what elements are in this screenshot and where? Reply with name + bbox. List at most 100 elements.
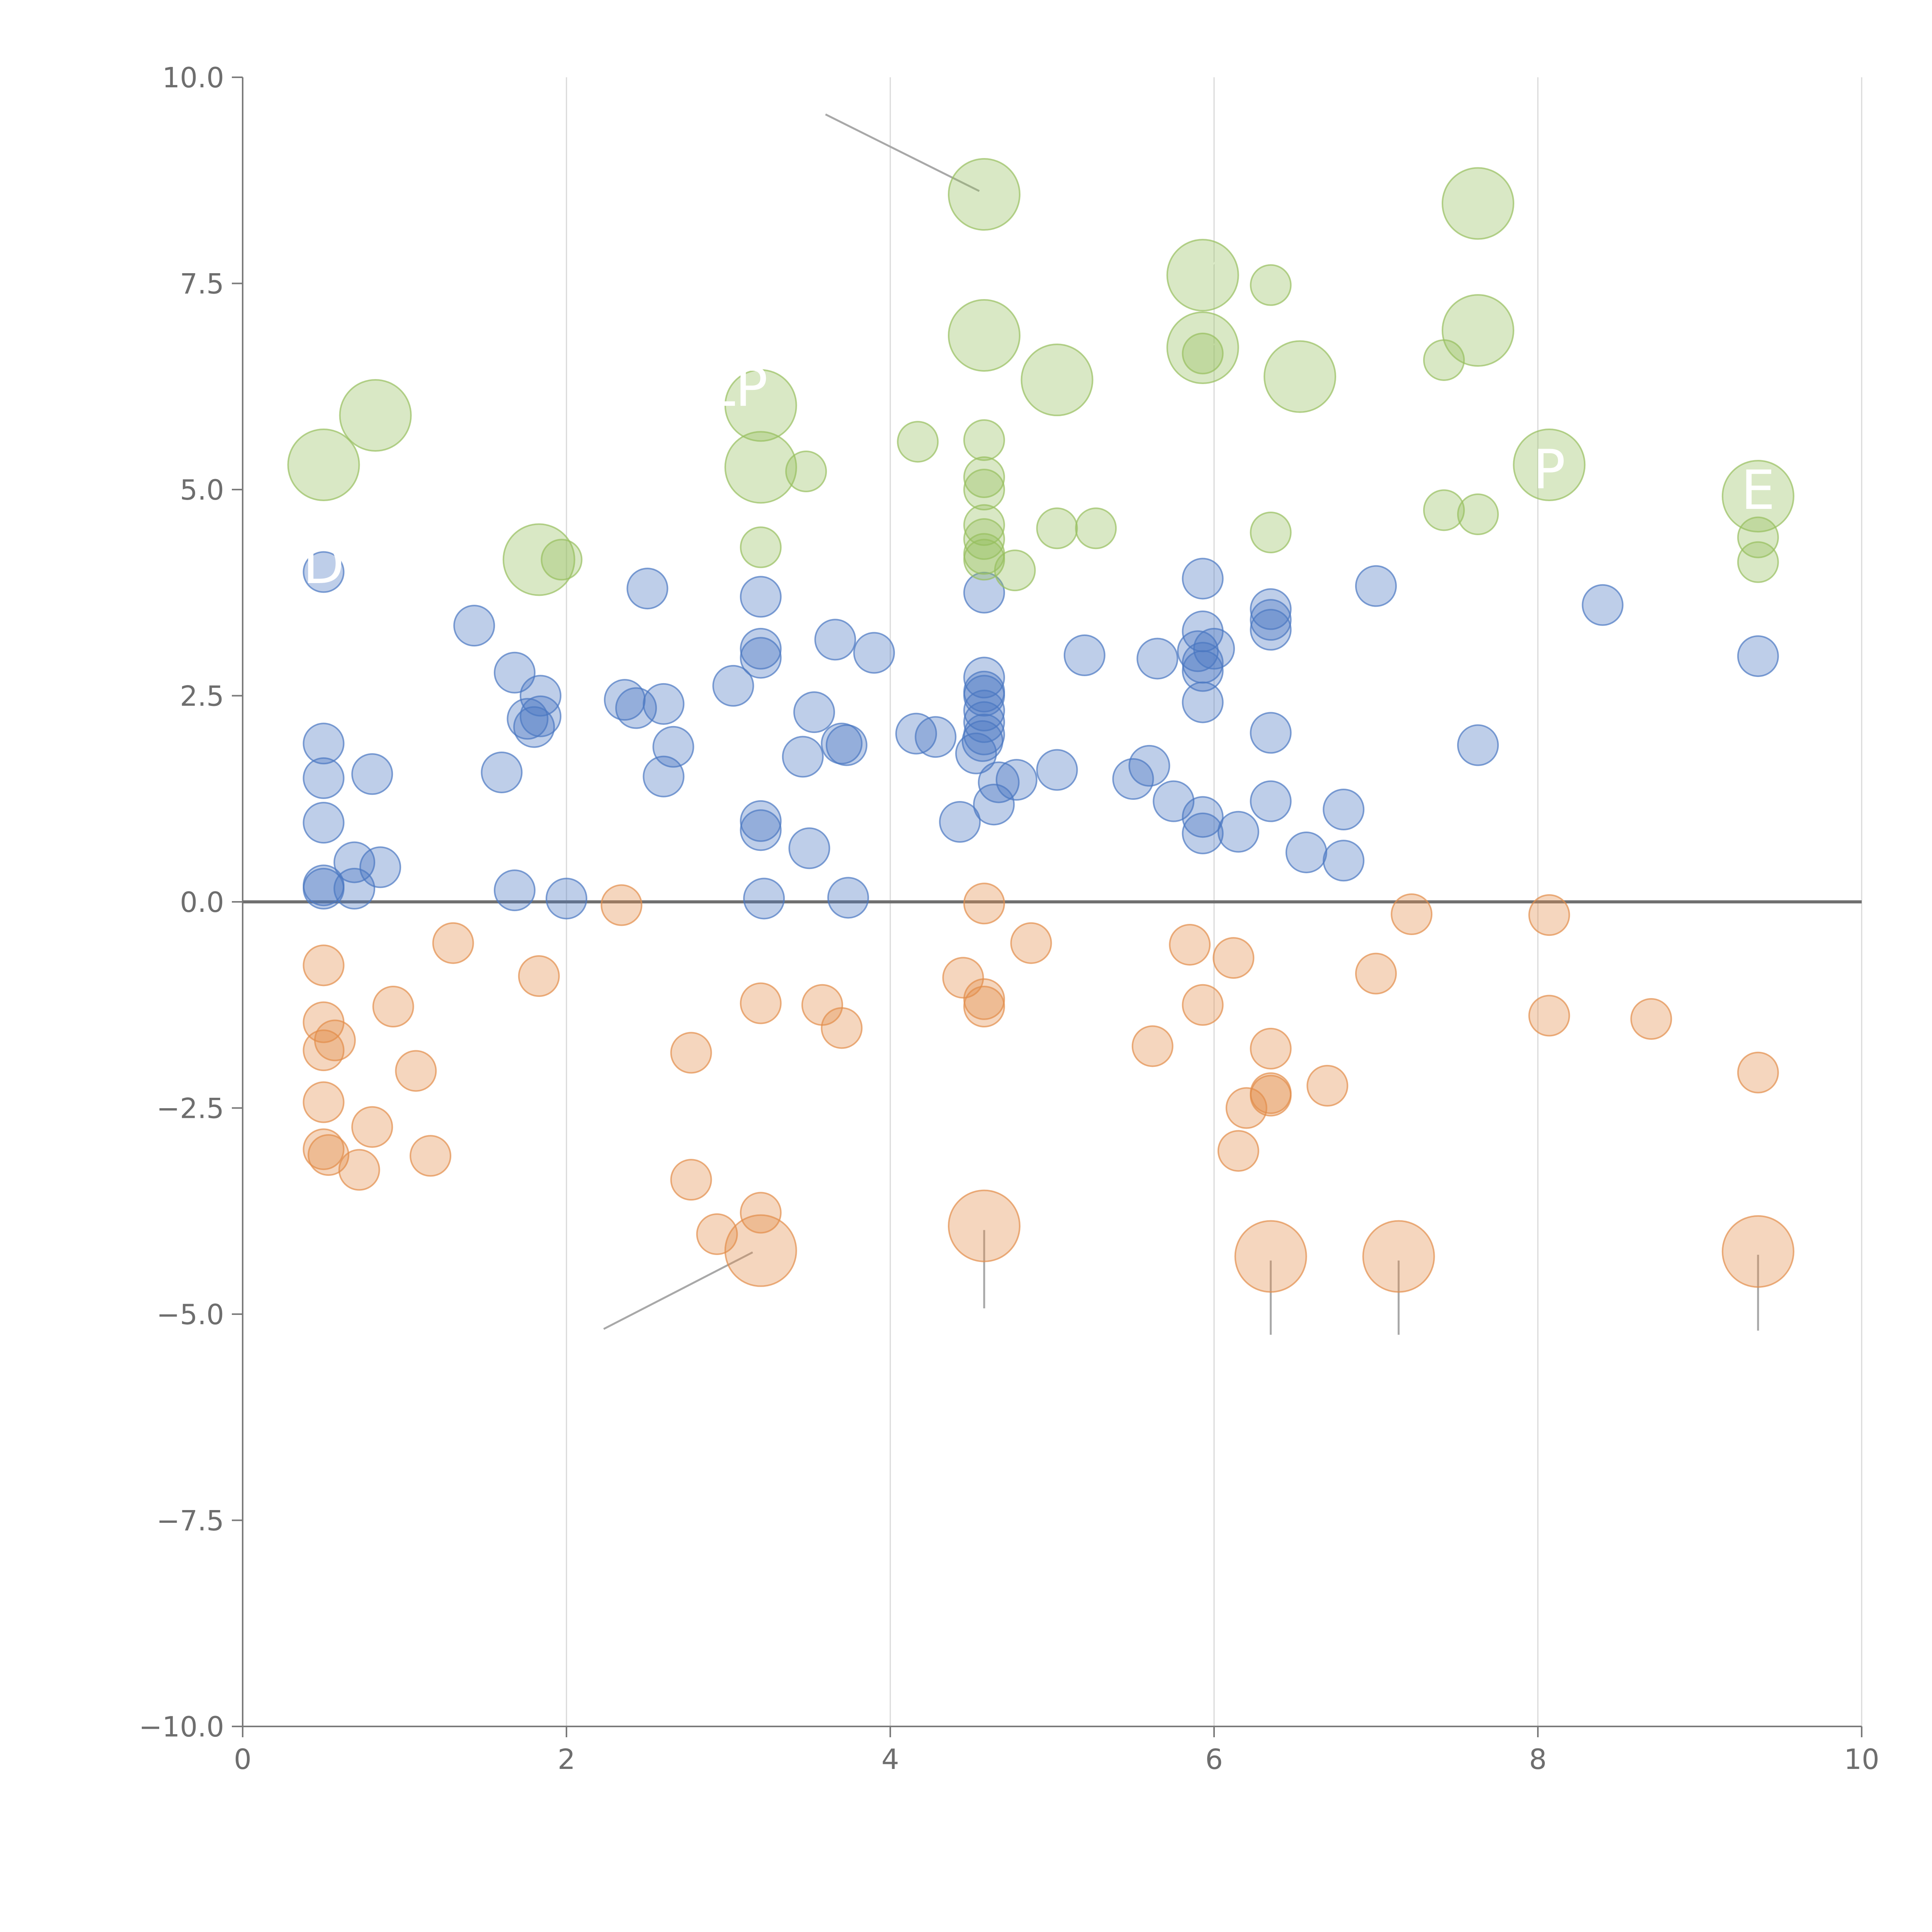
green-point-25 (1250, 264, 1292, 306)
blue-point-45 (963, 571, 1005, 614)
data-points (287, 158, 1794, 1293)
blue-point-59 (1136, 638, 1179, 680)
green-point-24 (1182, 332, 1224, 374)
leader-line-17 (1478, 326, 1530, 332)
orange-point-24 (963, 883, 1005, 925)
orange-point-13 (518, 955, 560, 997)
orange-point-28 (1010, 922, 1052, 964)
axes: −10.0 −7.5 −5.0 −2.5 0.0 2.5 5.0 7.5 10.0 0 2 4 6 8 10 (139, 61, 1879, 1776)
green-point-34 (1721, 460, 1794, 533)
orange-point-16 (670, 1159, 712, 1201)
orange-point-46 (1737, 1051, 1779, 1094)
blue-point-62 (1182, 558, 1224, 600)
blue-point-36 (821, 723, 863, 765)
y-tick-label-3: −2.5 (156, 1092, 224, 1125)
green-point-26 (1250, 511, 1292, 553)
leader-lines (326, 113, 1778, 1335)
blue-point-0 (303, 551, 345, 593)
blue-point-66 (1182, 681, 1224, 723)
y-tick-label-6: 5.0 (180, 474, 224, 506)
orange-point-29 (1131, 1025, 1173, 1067)
orange-point-37 (1250, 1072, 1292, 1114)
orange-point-42 (1391, 893, 1433, 935)
blue-point-78 (1323, 840, 1365, 882)
orange-point-0 (303, 944, 345, 986)
blue-point-13 (493, 869, 536, 912)
blue-point-5 (303, 867, 345, 910)
y-tick-label-8: 10.0 (162, 61, 224, 94)
orange-point-6 (314, 1019, 356, 1061)
blue-point-50 (963, 701, 1005, 743)
orange-point-4 (303, 1128, 345, 1170)
blue-point-38 (827, 877, 869, 919)
blue-point-67 (1182, 796, 1224, 838)
x-tick-label-0: 0 (234, 1743, 252, 1776)
blue-point-19 (604, 679, 646, 721)
blue-point-20 (615, 687, 657, 729)
orange-point-11 (410, 1135, 452, 1177)
y-tick-label-7: 7.5 (180, 268, 224, 300)
orange-point-45 (1630, 998, 1672, 1040)
blue-point-27 (740, 628, 782, 670)
orange-point-32 (1213, 937, 1255, 979)
orange-point-5 (308, 1134, 350, 1176)
green-point-22 (1166, 239, 1239, 312)
blue-point-76 (1285, 831, 1327, 873)
green-point-27 (1264, 340, 1337, 413)
x-tick-label-3: 6 (1205, 1743, 1223, 1776)
green-point-2 (502, 523, 575, 596)
orange-point-41 (1362, 1220, 1435, 1293)
annotations: D LP P E (303, 356, 1775, 596)
orange-point-3 (303, 1081, 345, 1123)
annotation-label-1: LP (705, 356, 768, 419)
blue-point-48 (963, 675, 1005, 717)
orange-point-18 (740, 982, 782, 1024)
blue-point-26 (740, 576, 782, 618)
blue-point-51 (963, 713, 1005, 755)
blue-point-82 (1737, 635, 1779, 677)
blue-point-22 (643, 683, 685, 725)
green-point-0 (287, 428, 360, 501)
blue-point-33 (788, 827, 830, 869)
leader-line-15 (1299, 376, 1320, 404)
orange-point-40 (1355, 952, 1397, 995)
orange-point-22 (821, 1007, 863, 1049)
blue-point-73 (1250, 609, 1292, 651)
green-point-20 (1036, 507, 1078, 549)
blue-point-72 (1250, 599, 1292, 641)
blue-point-74 (1250, 712, 1292, 754)
green-point-7 (785, 451, 827, 493)
blue-point-1 (303, 723, 345, 765)
blue-point-9 (359, 846, 401, 888)
green-point-19 (1020, 344, 1094, 417)
blue-point-58 (1128, 745, 1170, 787)
orange-point-7 (338, 1149, 380, 1191)
green-point-10 (948, 299, 1021, 372)
leader-line-8 (538, 559, 551, 585)
blue-point-28 (740, 637, 782, 679)
blue-point-32 (782, 736, 824, 778)
orange-point-10 (395, 1050, 437, 1092)
orange-point-9 (372, 986, 414, 1028)
leader-line-0 (825, 113, 980, 192)
orange-point-26 (963, 986, 1005, 1028)
green-point-3 (541, 539, 583, 581)
green-point-32 (1457, 493, 1499, 536)
orange-point-38 (1234, 1220, 1307, 1293)
green-point-21 (1075, 507, 1117, 549)
blue-point-34 (793, 691, 835, 733)
orange-point-43 (1528, 894, 1570, 936)
x-tick-label-2: 4 (881, 1743, 899, 1776)
annotation-label-0: D (303, 533, 345, 596)
orange-point-14 (600, 884, 643, 926)
orange-point-34 (1225, 1087, 1267, 1129)
leader-line-12 (1056, 379, 1077, 404)
blue-point-18 (546, 878, 587, 920)
blue-point-8 (351, 753, 393, 795)
blue-point-6 (333, 841, 376, 883)
blue-point-39 (853, 632, 895, 674)
leader-line-11 (983, 299, 997, 336)
orange-point-31 (1182, 984, 1224, 1026)
annotation-label-3: E (1741, 459, 1775, 522)
